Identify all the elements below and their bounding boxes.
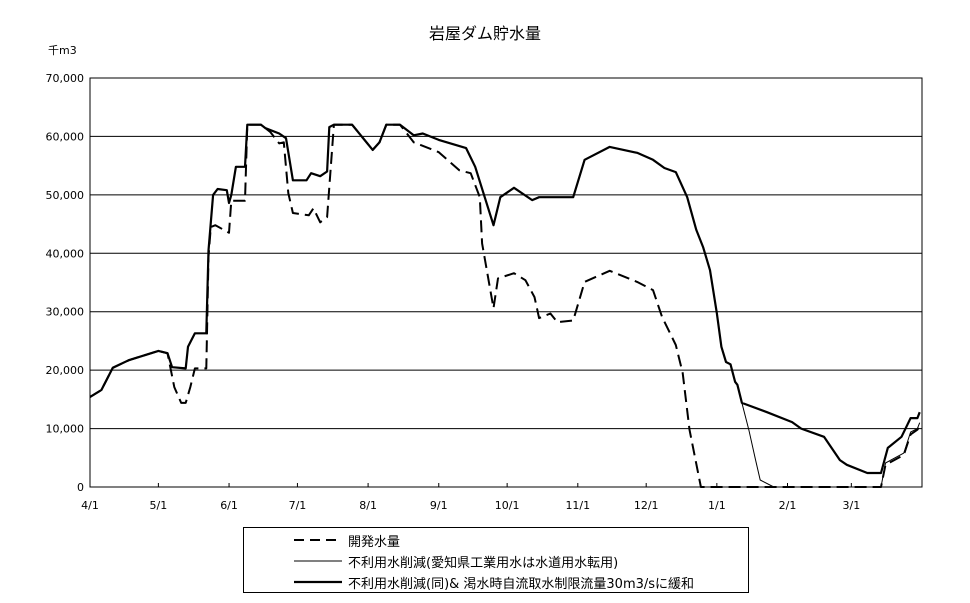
legend-item-thick: 不利用水削減(同)& 渇水時自流取水制限流量30m3/sに緩和 bbox=[292, 572, 694, 592]
x-tick-label: 8/1 bbox=[359, 499, 377, 512]
legend-label: 不利用水削減(同)& 渇水時自流取水制限流量30m3/sに緩和 bbox=[348, 576, 695, 592]
x-tick-label: 12/1 bbox=[634, 499, 659, 512]
x-tick-label: 9/1 bbox=[430, 499, 448, 512]
x-tick-label: 10/1 bbox=[495, 499, 520, 512]
x-tick-label: 5/1 bbox=[150, 499, 168, 512]
legend-label: 開発水量 bbox=[348, 534, 401, 550]
y-tick-label: 30,000 bbox=[46, 306, 85, 319]
legend-item-dashed: 開発水量 bbox=[292, 530, 400, 550]
legend-item-thin: 不利用水削減(愛知県工業用水は水道用水転用) bbox=[292, 551, 618, 571]
x-tick-label: 1/1 bbox=[708, 499, 726, 512]
x-tick-label: 3/1 bbox=[842, 499, 860, 512]
y-tick-label: 70,000 bbox=[46, 72, 85, 85]
y-axis-unit-label: 千m3 bbox=[48, 44, 77, 57]
y-tick-label: 60,000 bbox=[46, 130, 85, 143]
y-tick-label: 50,000 bbox=[46, 189, 85, 202]
y-tick-label: 0 bbox=[77, 481, 84, 494]
chart-title: 岩屋ダム貯水量 bbox=[428, 24, 541, 43]
x-tick-label: 6/1 bbox=[220, 499, 238, 512]
legend-label: 不利用水削減(愛知県工業用水は水道用水転用) bbox=[348, 555, 619, 571]
legend-thin-swatch bbox=[294, 560, 342, 562]
y-tick-label: 20,000 bbox=[46, 364, 85, 377]
y-tick-label: 40,000 bbox=[46, 247, 85, 260]
y-tick-label: 10,000 bbox=[46, 423, 85, 436]
x-tick-label: 2/1 bbox=[779, 499, 797, 512]
x-tick-label: 7/1 bbox=[289, 499, 307, 512]
legend: 開発水量 不利用水削減(愛知県工業用水は水道用水転用) 不利用水削減(同)& 渇… bbox=[243, 527, 749, 593]
series-line-thick bbox=[89, 123, 921, 475]
x-tick-label: 11/1 bbox=[565, 499, 590, 512]
legend-dashed-swatch bbox=[294, 539, 342, 541]
x-tick-label: 4/1 bbox=[81, 499, 99, 512]
legend-thick-swatch bbox=[294, 580, 342, 584]
